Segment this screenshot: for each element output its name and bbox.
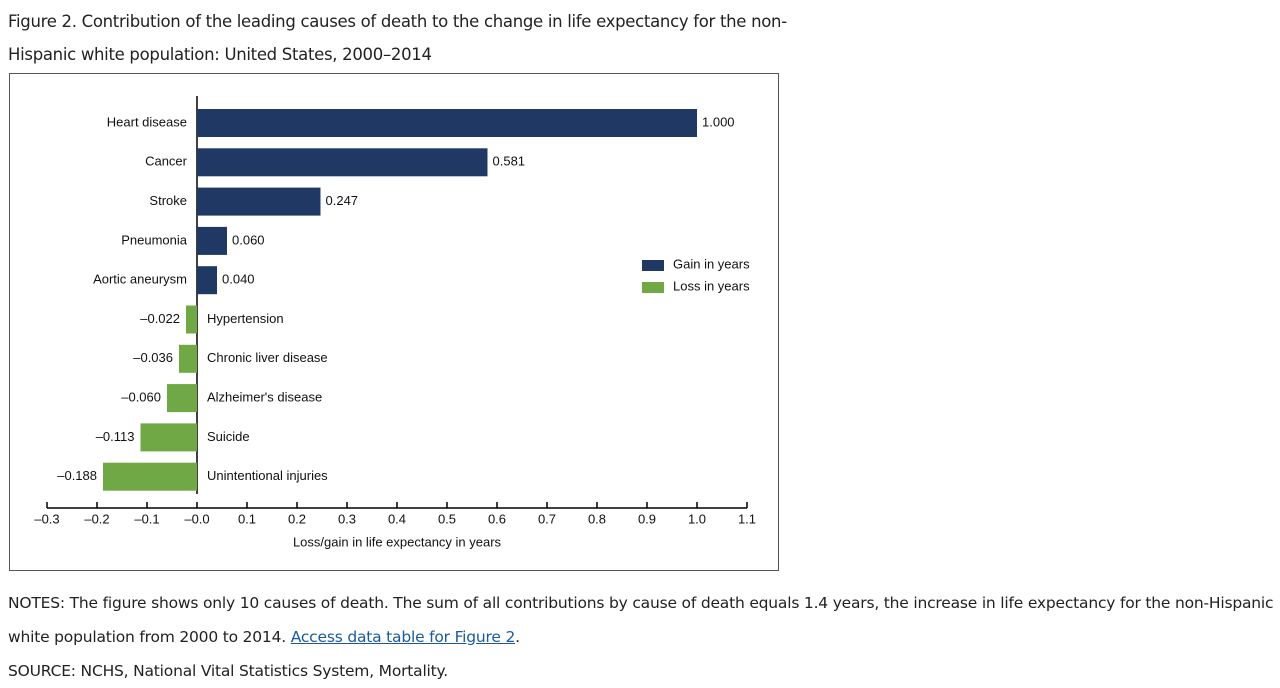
category-label: Unintentional injuries (207, 468, 328, 483)
category-label: Hypertension (207, 311, 284, 326)
x-tick-label: 0.3 (338, 511, 356, 526)
value-label: –0.036 (133, 350, 173, 365)
value-label: –0.060 (121, 390, 161, 405)
bar (197, 187, 321, 216)
x-tick-label: 0.5 (438, 511, 456, 526)
legend-label: Gain in years (673, 256, 750, 271)
x-tick-label: –0.0 (184, 511, 209, 526)
bar (197, 226, 227, 255)
legend-swatch (642, 282, 664, 293)
value-label: 1.000 (702, 114, 735, 129)
x-tick-label: 0.2 (288, 511, 306, 526)
category-label: Alzheimer's disease (207, 390, 322, 405)
category-label: Pneumonia (121, 232, 188, 247)
chart-frame (9, 73, 779, 571)
category-label: Heart disease (107, 114, 187, 129)
x-tick-label: 0.7 (538, 511, 556, 526)
bar (197, 266, 217, 295)
x-axis-label: Loss/gain in life expectancy in years (293, 534, 502, 549)
category-label: Aortic aneurysm (93, 272, 187, 287)
bar (179, 344, 197, 373)
value-label: 0.040 (222, 272, 255, 287)
value-label: –0.113 (96, 429, 135, 444)
category-label: Cancer (145, 154, 188, 169)
legend-label: Loss in years (673, 278, 750, 293)
legend-swatch (642, 260, 664, 271)
notes-text: NOTES: The figure shows only 10 causes o… (8, 594, 1274, 646)
x-tick-label: –0.2 (84, 511, 109, 526)
bar (197, 148, 488, 177)
chart-title: Figure 2. Contribution of the leading ca… (8, 12, 787, 64)
bar (197, 109, 697, 137)
notes: NOTES: The figure shows only 10 causes o… (8, 586, 1278, 688)
x-tick-label: 0.9 (638, 511, 656, 526)
value-label: 0.247 (326, 193, 359, 208)
x-tick-label: –0.3 (34, 511, 59, 526)
value-label: –0.188 (57, 468, 97, 483)
x-tick-label: 0.4 (388, 511, 406, 526)
bar (103, 462, 197, 491)
bar (167, 384, 197, 413)
category-label: Suicide (207, 429, 250, 444)
data-table-link[interactable]: Access data table for Figure 2 (290, 628, 516, 646)
source: SOURCE: NCHS, National Vital Statistics … (8, 662, 449, 680)
value-label: 0.060 (232, 232, 265, 247)
value-label: 0.581 (493, 154, 526, 169)
x-tick-label: 0.1 (238, 511, 256, 526)
value-label: –0.022 (140, 311, 180, 326)
bar (140, 423, 197, 452)
x-tick-label: 0.8 (588, 511, 606, 526)
x-tick-label: 1.0 (688, 511, 706, 526)
category-label: Chronic liver disease (207, 350, 328, 365)
x-tick-label: 0.6 (488, 511, 506, 526)
category-label: Stroke (149, 193, 187, 208)
x-tick-label: 1.1 (738, 511, 756, 526)
notes-end: . (515, 628, 520, 646)
bar (186, 305, 197, 334)
x-tick-label: –0.1 (134, 511, 159, 526)
